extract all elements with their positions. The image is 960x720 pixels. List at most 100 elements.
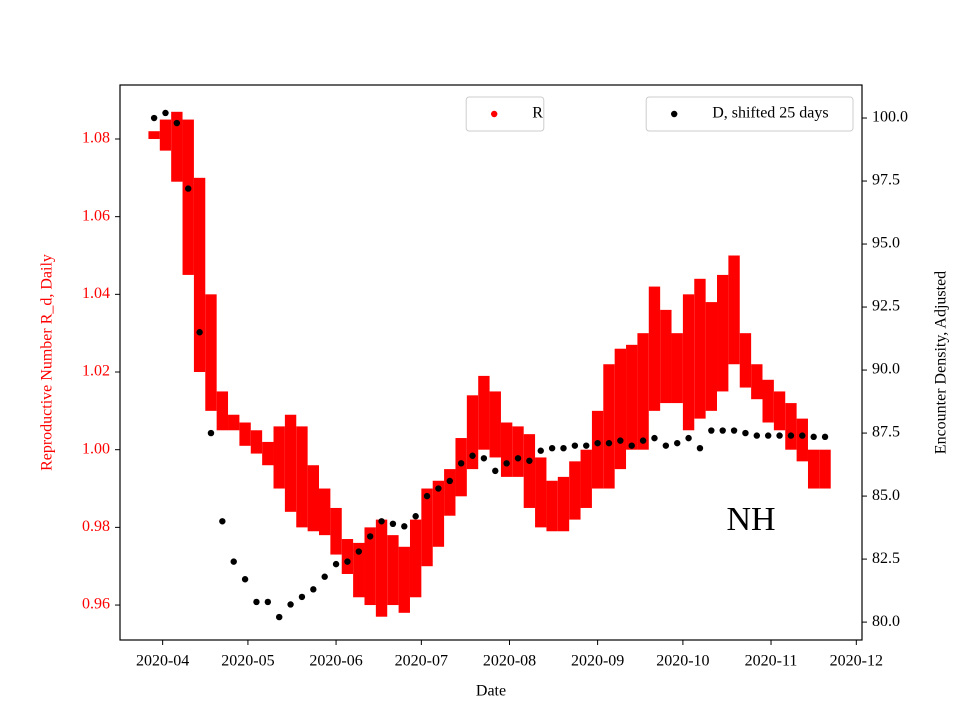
error-bar [637, 333, 649, 450]
error-bar [557, 476, 570, 532]
error-bar [717, 274, 729, 392]
y2-tick-label: 85.0 [872, 487, 900, 504]
error-bar [284, 414, 297, 512]
data-point [401, 523, 408, 530]
error-bar [409, 519, 422, 598]
y2-tick-label: 92.5 [872, 298, 900, 315]
x-tick-label: 2020-10 [656, 653, 709, 670]
error-bar [250, 430, 263, 454]
x-tick-label: 2020-06 [309, 653, 362, 670]
error-bar [773, 391, 786, 431]
y2-tick-label: 90.0 [872, 361, 900, 378]
data-point [219, 518, 226, 525]
error-bar [148, 131, 160, 139]
data-point [230, 558, 237, 565]
error-bar [171, 111, 183, 182]
data-point [719, 427, 726, 434]
error-bar [375, 519, 388, 617]
data-point [264, 598, 272, 606]
data-point [469, 452, 476, 459]
data-point [480, 455, 488, 462]
data-point [776, 432, 783, 439]
error-bar [535, 457, 547, 528]
error-bar [307, 465, 320, 532]
x-axis-label: Date [476, 683, 506, 700]
error-bar [591, 410, 604, 489]
data-point [389, 520, 397, 528]
error-bar [330, 507, 342, 555]
plot-frame [119, 84, 863, 641]
data-point [173, 119, 181, 127]
error-bar [216, 391, 229, 431]
data-point [446, 477, 453, 485]
data-point [276, 613, 283, 621]
data-point [628, 442, 635, 449]
data-point [287, 601, 294, 608]
error-bar [353, 542, 365, 598]
error-bar [239, 422, 251, 446]
data-point [548, 444, 556, 452]
data-point [753, 432, 761, 439]
y2-tick-label: 97.5 [872, 172, 900, 189]
error-bar [364, 527, 376, 606]
error-bar [682, 294, 695, 431]
error-bar [614, 348, 627, 470]
data-point [799, 432, 806, 439]
legend-marker [671, 110, 678, 118]
y-tick-label: 1.02 [82, 363, 110, 380]
error-bar [739, 333, 752, 388]
data-point [321, 573, 328, 580]
data-point [253, 598, 260, 606]
error-bar [500, 422, 513, 477]
data-point [605, 439, 613, 447]
error-bar [796, 418, 808, 462]
data-point [355, 548, 363, 555]
error-bar [398, 546, 410, 613]
data-point [639, 437, 647, 444]
x-tick-label: 2020-04 [136, 653, 189, 670]
data-point [651, 434, 658, 442]
data-point [241, 576, 249, 583]
data-point [423, 492, 431, 500]
y2-tick-label: 100.0 [872, 109, 908, 126]
error-bar [512, 426, 524, 477]
data-point [503, 460, 510, 467]
error-bar [341, 539, 354, 574]
error-bar [705, 302, 718, 411]
error-bar [455, 438, 467, 497]
error-bar [228, 414, 240, 431]
data-point [310, 586, 317, 593]
error-bar [580, 449, 592, 508]
error-bar [671, 333, 683, 404]
data-point [526, 457, 533, 464]
data-point [492, 467, 499, 475]
x-tick-label: 2020-07 [395, 653, 448, 670]
data-point [196, 329, 203, 336]
error-bar [546, 480, 558, 532]
error-bar [182, 119, 194, 275]
error-bar [444, 469, 456, 516]
error-bar [262, 441, 274, 466]
y2-tick-label: 87.5 [872, 424, 900, 441]
data-point [185, 185, 192, 192]
y2-tick-label: 80.0 [872, 613, 900, 630]
data-point [821, 433, 829, 441]
error-bar [603, 364, 615, 489]
error-bar [205, 294, 217, 411]
data-point [583, 442, 590, 449]
legend-box [645, 96, 854, 132]
y-tick-label: 0.96 [82, 596, 110, 613]
data-point [742, 429, 749, 437]
error-bar [728, 255, 740, 365]
y-tick-label: 1.04 [82, 285, 110, 302]
error-bar [421, 488, 433, 567]
error-bar [273, 426, 285, 489]
error-bar [785, 403, 797, 450]
data-point [435, 485, 442, 492]
data-point [662, 442, 670, 449]
legend-label: D, shifted 25 days [712, 105, 828, 122]
data-point [514, 455, 522, 462]
y-tick-label: 1.00 [82, 440, 110, 457]
error-bar [296, 426, 308, 528]
